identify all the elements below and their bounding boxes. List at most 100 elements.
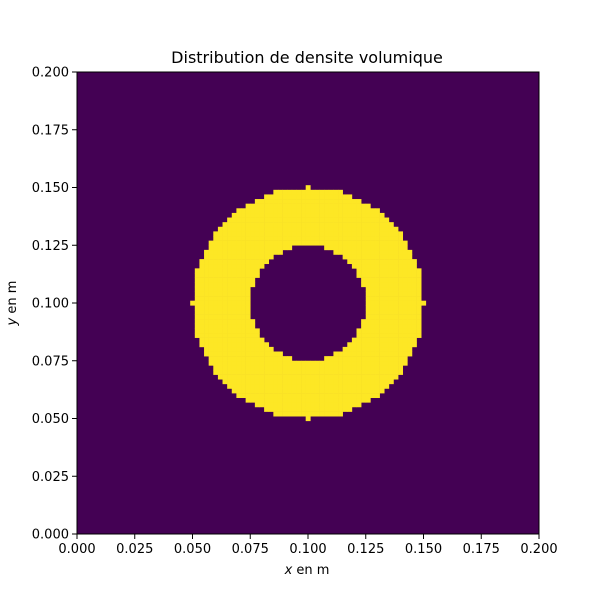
heatmap-cell xyxy=(351,342,357,348)
heatmap-cell xyxy=(411,323,417,329)
heatmap-cell xyxy=(319,203,325,209)
heatmap-cell xyxy=(287,406,293,412)
heatmap-cell xyxy=(227,291,233,297)
heatmap-cell xyxy=(416,300,422,306)
heatmap-cell xyxy=(245,309,251,315)
heatmap-cell xyxy=(319,369,325,375)
heatmap-cell xyxy=(245,346,251,352)
heatmap-cell xyxy=(301,199,306,204)
heatmap-cell xyxy=(319,208,325,214)
heatmap-cell xyxy=(217,323,223,329)
heatmap-cell xyxy=(411,286,417,292)
heatmap-cell xyxy=(250,356,256,362)
heatmap-cell xyxy=(365,286,371,292)
heatmap-cell xyxy=(411,291,417,297)
heatmap-cell xyxy=(287,393,293,399)
heatmap-cell xyxy=(342,217,348,223)
heatmap-cell xyxy=(268,217,274,223)
heatmap-cell xyxy=(342,360,348,366)
heatmap-cell xyxy=(282,374,288,380)
heatmap-cell xyxy=(393,249,399,255)
heatmap-cell xyxy=(356,402,362,408)
heatmap-cell xyxy=(374,365,380,371)
heatmap-cell xyxy=(374,328,380,334)
heatmap-cell xyxy=(370,323,376,329)
heatmap-cell xyxy=(231,346,237,352)
heatmap-cell xyxy=(217,249,223,255)
heatmap-cell xyxy=(361,360,367,366)
heatmap-cell xyxy=(208,351,214,357)
heatmap-cell xyxy=(231,291,237,297)
heatmap-cell xyxy=(393,342,399,348)
heatmap-cell xyxy=(379,333,385,338)
heatmap-cell xyxy=(347,402,353,408)
heatmap-cell xyxy=(291,369,297,375)
heatmap-cell xyxy=(273,249,279,255)
heatmap-cell xyxy=(379,388,385,394)
heatmap-cell xyxy=(411,314,417,320)
heatmap-cell xyxy=(254,212,260,218)
heatmap-cell xyxy=(217,296,223,301)
heatmap-cell xyxy=(370,217,376,223)
heatmap-cell xyxy=(356,379,362,385)
heatmap-cell xyxy=(204,254,209,260)
heatmap-cell xyxy=(324,212,330,218)
heatmap-cell xyxy=(416,333,422,338)
heatmap-cell xyxy=(388,369,394,375)
heatmap-cell xyxy=(388,272,394,278)
heatmap-cell xyxy=(231,231,237,237)
heatmap-cell xyxy=(388,268,394,274)
heatmap-cell xyxy=(259,397,265,403)
heatmap-cell xyxy=(411,305,417,311)
heatmap-cell xyxy=(194,323,200,329)
heatmap-cell xyxy=(213,296,219,301)
heatmap-cell xyxy=(305,217,311,223)
heatmap-cell xyxy=(236,291,242,297)
heatmap-cell xyxy=(338,249,343,255)
heatmap-cell xyxy=(245,393,251,399)
heatmap-cell xyxy=(351,337,357,343)
heatmap-cell xyxy=(393,369,399,375)
heatmap-cell xyxy=(213,342,219,348)
heatmap-cell xyxy=(305,185,311,191)
heatmap-cell xyxy=(259,393,265,399)
heatmap-cell xyxy=(314,406,320,412)
heatmap-cell xyxy=(398,360,404,366)
heatmap-cell xyxy=(264,346,270,352)
heatmap-cell xyxy=(296,393,302,399)
heatmap-cell xyxy=(379,351,385,357)
heatmap-cell xyxy=(351,346,357,352)
heatmap-cell xyxy=(356,217,362,223)
heatmap-cell xyxy=(254,342,260,348)
heatmap-cell xyxy=(365,291,371,297)
heatmap-cell xyxy=(374,236,380,241)
heatmap-cell xyxy=(241,388,246,394)
heatmap-cell xyxy=(365,346,371,352)
heatmap-cell xyxy=(254,379,260,385)
heatmap-cell xyxy=(411,337,417,343)
heatmap-cell xyxy=(365,323,371,329)
heatmap-cell xyxy=(310,365,316,371)
heatmap-cell xyxy=(374,259,380,265)
heatmap-cell xyxy=(273,369,279,375)
heatmap-cell xyxy=(338,203,343,209)
heatmap-cell xyxy=(217,351,223,357)
heatmap-cell xyxy=(250,397,256,403)
heatmap-cell xyxy=(268,406,274,412)
heatmap-cell xyxy=(208,277,214,283)
heatmap-cell xyxy=(282,236,288,241)
heatmap-cell xyxy=(222,314,228,320)
heatmap-cell xyxy=(250,249,256,255)
heatmap-cell xyxy=(411,333,417,338)
heatmap-cell xyxy=(356,333,362,338)
heatmap-cell xyxy=(208,323,214,329)
heatmap-cell xyxy=(370,296,376,301)
heatmap-cell xyxy=(254,374,260,380)
heatmap-cell xyxy=(379,236,385,241)
heatmap-cell xyxy=(236,323,242,329)
heatmap-cell xyxy=(305,231,311,237)
heatmap-cell xyxy=(296,199,302,204)
heatmap-cell xyxy=(347,365,353,371)
heatmap-cell xyxy=(301,383,306,389)
heatmap-cell xyxy=(407,323,413,329)
